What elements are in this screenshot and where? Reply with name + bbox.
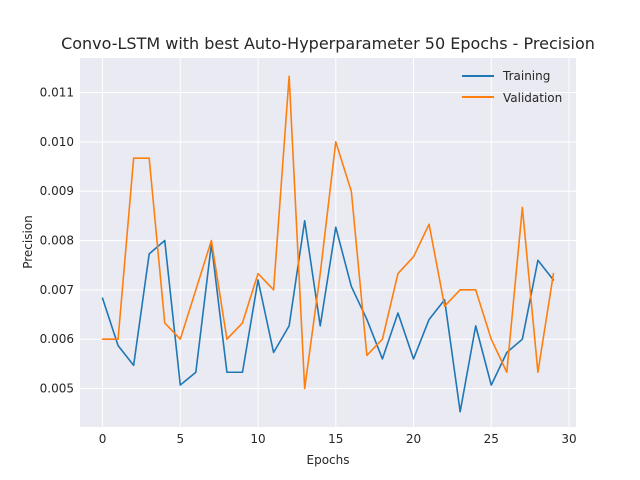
y-tick-labels: 0.005 0.006 0.007 0.008 0.009 0.010 0.011	[40, 86, 74, 396]
legend: Training Validation	[462, 69, 562, 105]
x-tick-label: 30	[561, 432, 576, 446]
x-tick-label: 25	[484, 432, 499, 446]
y-tick-label: 0.008	[40, 234, 74, 248]
grid-lines	[80, 58, 576, 427]
x-tick-labels: 0 5 10 15 20 25 30	[99, 432, 577, 446]
series-line-validation	[101, 75, 555, 390]
x-tick-label: 0	[99, 432, 107, 446]
y-tick-label: 0.011	[40, 86, 74, 100]
series-line-training	[101, 219, 555, 413]
y-tick-label: 0.009	[40, 184, 74, 198]
y-tick-label: 0.007	[40, 283, 74, 297]
y-axis-label: Precision	[21, 215, 35, 269]
chart-title: Convo-LSTM with best Auto-Hyperparameter…	[61, 34, 595, 53]
y-tick-label: 0.010	[40, 135, 74, 149]
x-tick-label: 20	[406, 432, 421, 446]
y-tick-label: 0.006	[40, 332, 74, 346]
legend-label-validation: Validation	[503, 91, 562, 105]
legend-label-training: Training	[502, 69, 550, 83]
y-tick-label: 0.005	[40, 382, 74, 396]
x-axis-label: Epochs	[307, 453, 350, 467]
x-tick-label: 5	[176, 432, 184, 446]
x-tick-label: 15	[328, 432, 343, 446]
plot-background	[80, 58, 576, 427]
x-tick-label: 10	[250, 432, 265, 446]
series-lines	[101, 75, 555, 413]
